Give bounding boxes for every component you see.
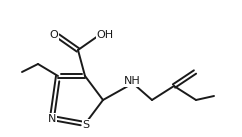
Text: O: O [50,30,58,40]
Text: S: S [83,120,90,130]
Text: NH: NH [124,76,140,86]
Text: N: N [48,114,56,124]
Text: OH: OH [97,30,113,40]
